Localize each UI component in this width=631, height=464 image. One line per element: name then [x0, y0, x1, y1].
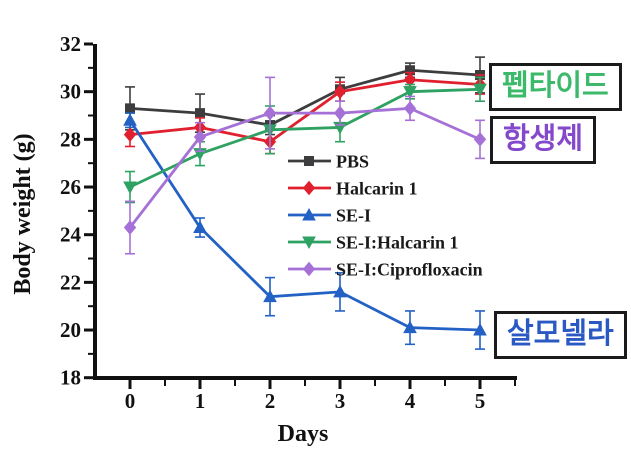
legend-marker-halcarin-1: [302, 180, 316, 196]
x-axis-tick-label: 2: [265, 389, 276, 413]
series-marker-se-i-ciprofloxacin: [403, 101, 417, 116]
y-axis-title: Body weight (g): [10, 133, 36, 294]
series-marker-se-i: [333, 284, 347, 298]
y-axis-tick-label: 20: [60, 318, 81, 342]
series-line-se-i: [128, 119, 481, 332]
series-marker-se-i-halcarin-1: [123, 181, 137, 195]
series-marker-se-i-halcarin-1: [473, 83, 487, 97]
salmonella-annotation-box: 살모넬라: [494, 311, 627, 359]
y-axis-tick-label: 18: [60, 366, 81, 390]
legend-label: SE-I:Ciprofloxacin: [336, 260, 483, 280]
series-line-pbs: [129, 68, 481, 127]
x-axis-tick-label: 4: [405, 389, 416, 413]
series-marker-se-i: [123, 113, 137, 126]
series-marker-se-i: [263, 289, 277, 303]
legend-label: PBS: [336, 152, 369, 172]
y-axis-tick-label: 26: [60, 175, 81, 199]
series-marker-se-i: [403, 320, 417, 334]
legend-item-pbs: PBS: [288, 152, 369, 172]
series-line-halcarin-1: [129, 78, 481, 144]
antibiotic-annotation-box: 항생제: [490, 116, 597, 164]
series-marker-pbs: [195, 108, 205, 119]
series-line-se-i-halcarin-1: [129, 87, 481, 189]
x-axis-title: Days: [278, 421, 329, 447]
legend-item-se-i: SE-I: [288, 206, 371, 226]
peptide-annotation-label: 펩타이드: [502, 70, 609, 102]
antibiotic-annotation-label: 항생제: [503, 123, 584, 155]
x-axis-tick-label: 3: [335, 389, 346, 413]
series-marker-halcarin-1: [333, 84, 347, 99]
series-pbs: [125, 56, 485, 136]
legend-item-se-i-ciprofloxacin: SE-I:Ciprofloxacin: [288, 260, 483, 280]
legend-item-halcarin-1: Halcarin 1: [288, 179, 418, 199]
legend-marker-pbs: [304, 156, 314, 166]
legend-item-se-i-halcarin-1: SE-I:Halcarin 1: [288, 233, 459, 253]
legend-marker-se-i-ciprofloxacin: [302, 261, 316, 277]
salmonella-annotation-label: 살모넬라: [507, 318, 614, 350]
x-axis-tick-label: 1: [195, 389, 206, 413]
series-marker-pbs: [125, 103, 135, 114]
x-axis-tick-label: 5: [475, 389, 486, 413]
legend-marker-se-i-halcarin-1: [302, 236, 316, 250]
legend-label: SE-I:Halcarin 1: [336, 233, 459, 253]
peptide-annotation-box: 펩타이드: [489, 63, 622, 111]
legend-label: SE-I: [336, 206, 371, 226]
series-se-i-ciprofloxacin: [123, 76, 487, 255]
y-axis-tick-label: 28: [60, 127, 81, 151]
legend-label: Halcarin 1: [336, 179, 418, 199]
y-axis-tick-label: 30: [60, 80, 81, 104]
legend: PBS Halcarin 1 SE-I SE-I:Halcarin 1 SE-I:Cip…: [288, 152, 483, 280]
series-marker-se-i: [193, 220, 207, 234]
series-marker-se-i-ciprofloxacin: [263, 105, 277, 121]
series-marker-se-i-ciprofloxacin: [123, 220, 137, 235]
x-axis-tick-label: 0: [125, 389, 136, 413]
legend-marker-se-i: [302, 207, 316, 221]
y-axis-tick-label: 24: [60, 223, 82, 247]
y-axis-tick-label: 22: [60, 270, 81, 294]
y-axis-tick-label: 32: [60, 32, 81, 56]
series-marker-se-i-ciprofloxacin: [193, 129, 207, 145]
series-marker-se-i: [473, 322, 487, 336]
series-marker-se-i-halcarin-1: [403, 86, 417, 99]
series-marker-se-i-ciprofloxacin: [473, 132, 487, 147]
series-marker-halcarin-1: [123, 127, 137, 142]
series-marker-se-i-ciprofloxacin: [333, 105, 347, 121]
series-line-se-i-ciprofloxacin: [128, 106, 481, 229]
series-se-i: [123, 112, 487, 350]
series-se-i-halcarin-1: [123, 76, 487, 204]
